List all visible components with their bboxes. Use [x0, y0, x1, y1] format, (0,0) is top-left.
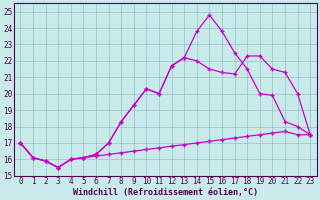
- X-axis label: Windchill (Refroidissement éolien,°C): Windchill (Refroidissement éolien,°C): [73, 188, 258, 197]
